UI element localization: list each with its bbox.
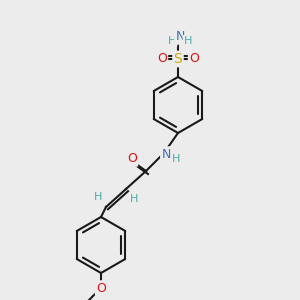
Text: N: N — [161, 148, 171, 160]
Text: H: H — [94, 192, 102, 202]
Text: H: H — [184, 36, 192, 46]
Text: O: O — [189, 52, 199, 65]
Text: O: O — [157, 52, 167, 65]
Text: H: H — [130, 194, 138, 204]
Text: H: H — [168, 36, 176, 46]
Text: S: S — [174, 52, 182, 66]
Text: O: O — [96, 281, 106, 295]
Text: H: H — [172, 154, 180, 164]
Text: N: N — [175, 31, 185, 44]
Text: O: O — [127, 152, 137, 166]
